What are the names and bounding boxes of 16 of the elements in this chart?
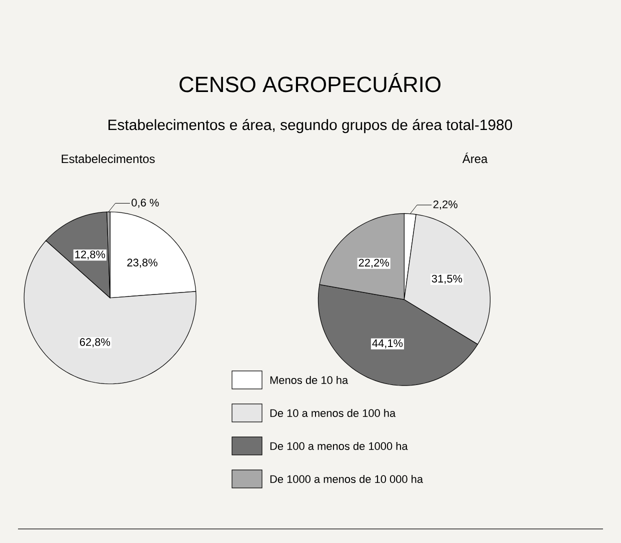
- data-label: 12,8%: [75, 250, 106, 260]
- text: CENSO AGROPECUÁRIO: [180, 72, 440, 92]
- legend-label: Menos de 10 ha: [270, 376, 348, 384]
- data-label: 31,5%: [432, 274, 462, 284]
- data-label: 62,8%: [80, 338, 110, 348]
- chart-title: Estabelecimentos: [62, 154, 155, 164]
- legend-label: De 10 a menos de 100 ha: [270, 408, 396, 418]
- data-label: 22,2%: [358, 258, 389, 268]
- legend-label: De 1000 a menos de 10 000 ha: [270, 474, 424, 484]
- text: Estabelecimentos e área, segundo grupos de área total-1980: [108, 118, 512, 134]
- data-label: 2,2%: [433, 200, 458, 210]
- chart-title: Área: [462, 152, 488, 164]
- data-label: 0,6 %: [132, 198, 159, 208]
- data-label: 44,1%: [372, 339, 403, 348]
- data-label: 23,8%: [127, 258, 158, 268]
- legend-label: De 100 a menos de 1000 ha: [270, 442, 408, 450]
